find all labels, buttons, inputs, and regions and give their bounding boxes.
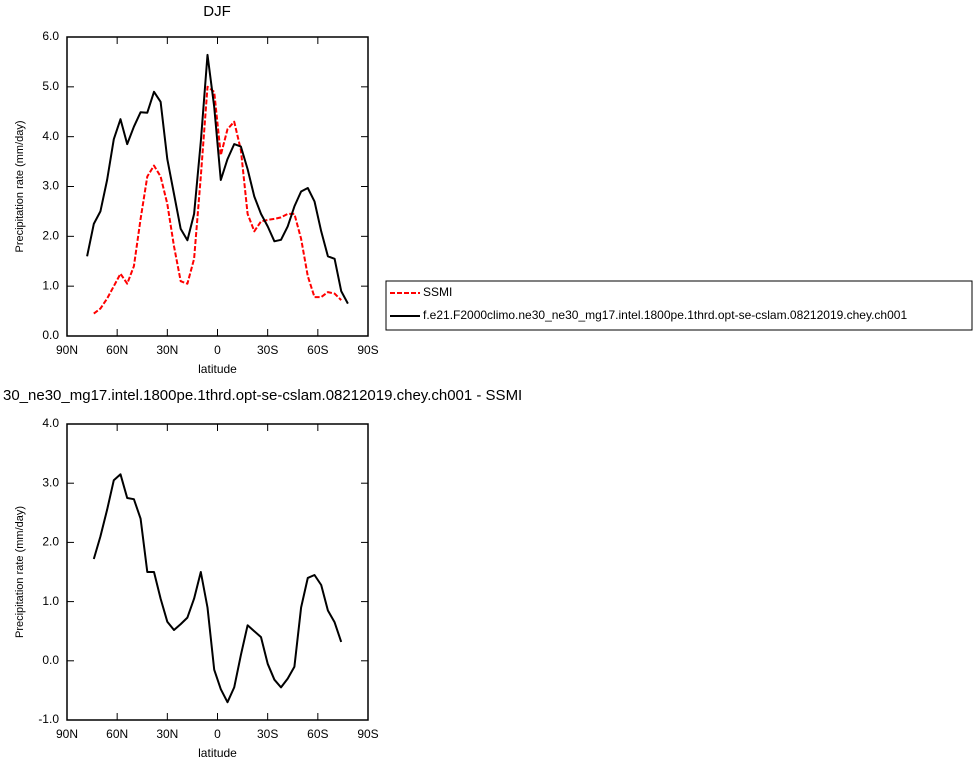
y-tick-label: 0.0 bbox=[42, 653, 59, 667]
legend-box bbox=[385, 280, 973, 331]
x-tick-label: 30N bbox=[156, 343, 178, 357]
y-tick-label: 2.0 bbox=[42, 535, 59, 549]
plot-frame bbox=[66, 36, 369, 337]
legend-label: f.e21.F2000climo.ne30_ne30_mg17.intel.18… bbox=[423, 308, 907, 322]
x-tick-label: 0 bbox=[214, 343, 221, 357]
y-tick-label: 5.0 bbox=[42, 79, 59, 93]
data-line bbox=[86, 53, 349, 305]
x-tick-label: 30S bbox=[257, 727, 278, 741]
y-tick-label: 0.0 bbox=[42, 328, 59, 342]
y-tick-label: 2.0 bbox=[42, 229, 59, 243]
chart-title: 30_ne30_mg17.intel.1800pe.1thrd.opt-se-c… bbox=[3, 387, 522, 404]
y-tick-label: 4.0 bbox=[42, 416, 59, 430]
x-tick-label: 60S bbox=[307, 343, 328, 357]
x-tick-label: 30S bbox=[257, 343, 278, 357]
legend-label: SSMI bbox=[423, 285, 452, 299]
y-tick-label: 1.0 bbox=[42, 594, 59, 608]
x-tick-label: 60N bbox=[106, 343, 128, 357]
y-tick-label: 1.0 bbox=[42, 278, 59, 292]
x-tick-label: 60N bbox=[106, 727, 128, 741]
y-tick-label: -1.0 bbox=[38, 712, 59, 726]
x-tick-label: 60S bbox=[307, 727, 328, 741]
x-tick-label: 30N bbox=[156, 727, 178, 741]
x-tick-label: 90S bbox=[357, 727, 378, 741]
x-axis-label: latitude bbox=[198, 362, 237, 376]
x-axis-label: latitude bbox=[198, 746, 237, 760]
y-tick-label: 3.0 bbox=[42, 475, 59, 489]
y-tick-label: 3.0 bbox=[42, 179, 59, 193]
data-line bbox=[93, 85, 342, 315]
y-tick-label: 6.0 bbox=[42, 29, 59, 43]
chart-title: DJF bbox=[203, 3, 231, 20]
plot-frame bbox=[66, 423, 369, 721]
y-axis-label: Precipitation rate (mm/day) bbox=[14, 120, 26, 252]
y-axis-label: Precipitation rate (mm/day) bbox=[14, 506, 26, 638]
data-line bbox=[92, 473, 343, 704]
y-tick-label: 4.0 bbox=[42, 129, 59, 143]
x-tick-label: 0 bbox=[214, 727, 221, 741]
x-tick-label: 90S bbox=[357, 343, 378, 357]
x-tick-label: 90N bbox=[56, 727, 78, 741]
x-tick-label: 90N bbox=[56, 343, 78, 357]
